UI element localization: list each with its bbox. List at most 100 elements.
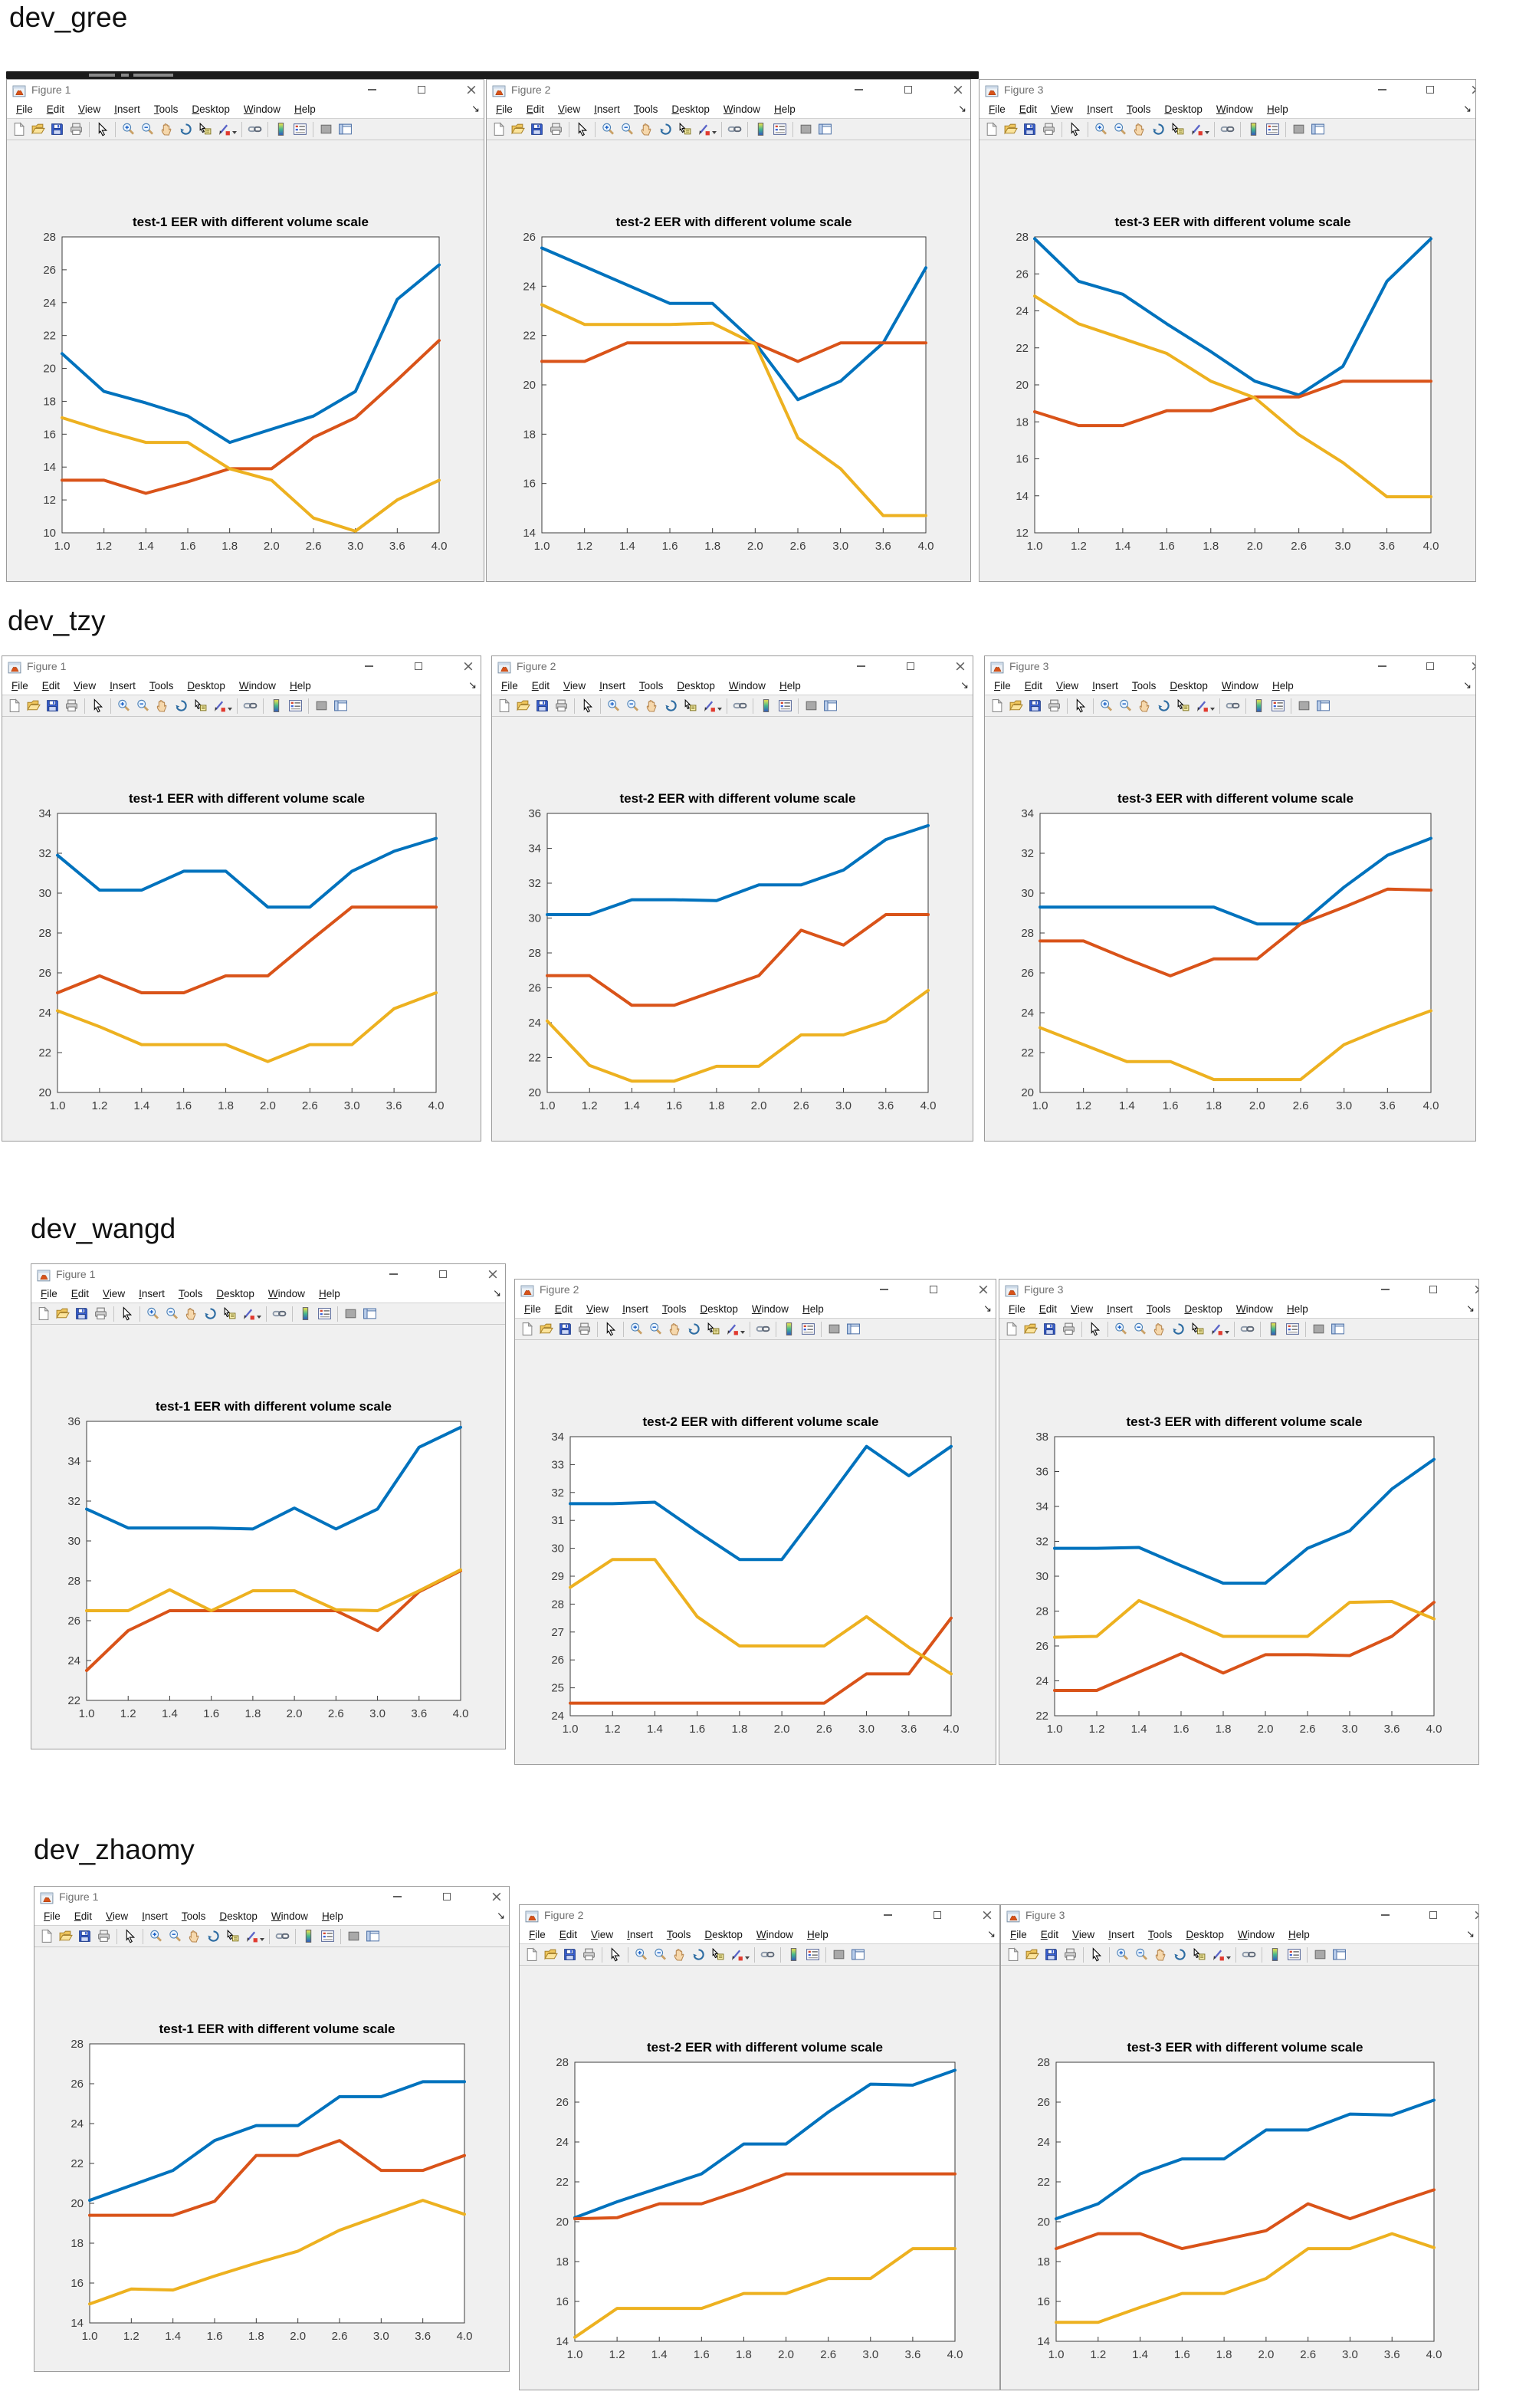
menu-tools[interactable]: Tools <box>149 679 174 692</box>
dock-figure-icon[interactable]: ↘ <box>1463 679 1472 692</box>
zoom-out-icon[interactable] <box>162 1304 182 1323</box>
show-plot-tools-icon[interactable] <box>1314 696 1333 715</box>
insert-colorbar-icon[interactable] <box>271 120 290 139</box>
new-document-icon[interactable] <box>982 120 1001 139</box>
zoom-in-icon[interactable] <box>599 120 618 139</box>
maximize-button[interactable] <box>1417 656 1443 676</box>
data-cursor-icon[interactable] <box>1190 1945 1209 1964</box>
brush-dropdown-icon[interactable] <box>257 1315 261 1319</box>
new-document-icon[interactable] <box>517 1319 537 1339</box>
cursor-icon[interactable] <box>573 120 592 139</box>
hide-plot-tools-icon[interactable] <box>1311 1945 1330 1964</box>
print-icon[interactable] <box>1039 120 1058 139</box>
menu-edit[interactable]: Edit <box>531 679 550 692</box>
maximize-button[interactable] <box>1420 1280 1446 1299</box>
save-icon[interactable] <box>72 1304 91 1323</box>
window-titlebar[interactable]: Figure 1 × <box>2 656 481 676</box>
show-plot-tools-icon[interactable] <box>821 696 840 715</box>
brush-dropdown-icon[interactable] <box>1226 1956 1231 1960</box>
print-icon[interactable] <box>67 120 86 139</box>
menu-insert[interactable]: Insert <box>110 679 136 692</box>
menu-view[interactable]: View <box>74 679 97 692</box>
cursor-icon[interactable] <box>117 1304 136 1323</box>
link-plots-icon[interactable] <box>725 120 744 139</box>
pan-hand-icon[interactable] <box>1130 120 1149 139</box>
menu-tools[interactable]: Tools <box>1126 103 1151 115</box>
new-document-icon[interactable] <box>987 696 1006 715</box>
rotate-3d-icon[interactable] <box>172 696 191 715</box>
menu-window[interactable]: Window <box>243 103 281 115</box>
menu-insert[interactable]: Insert <box>114 103 140 115</box>
dock-figure-icon[interactable]: ↘ <box>468 679 477 692</box>
zoom-in-icon[interactable] <box>1097 696 1116 715</box>
window-titlebar[interactable]: Figure 3 × <box>999 1280 1478 1299</box>
menu-tools[interactable]: Tools <box>1147 1928 1173 1940</box>
menu-insert[interactable]: Insert <box>594 103 620 115</box>
data-cursor-icon[interactable] <box>704 1319 723 1339</box>
zoom-in-icon[interactable] <box>146 1927 166 1946</box>
menu-desktop[interactable]: Desktop <box>671 103 710 115</box>
menu-insert[interactable]: Insert <box>627 1928 653 1940</box>
print-icon[interactable] <box>575 1319 594 1339</box>
pan-hand-icon[interactable] <box>157 120 176 139</box>
zoom-out-icon[interactable] <box>651 1945 670 1964</box>
menu-insert[interactable]: Insert <box>1108 1928 1134 1940</box>
menu-desktop[interactable]: Desktop <box>677 679 715 692</box>
print-icon[interactable] <box>62 696 81 715</box>
brush-dropdown-icon[interactable] <box>1210 707 1215 711</box>
data-cursor-icon[interactable] <box>1173 696 1193 715</box>
menu-window[interactable]: Window <box>756 1928 793 1940</box>
print-icon[interactable] <box>1061 1945 1080 1964</box>
show-plot-tools-icon[interactable] <box>815 120 835 139</box>
menu-help[interactable]: Help <box>1266 103 1288 115</box>
show-plot-tools-icon[interactable] <box>1328 1319 1347 1339</box>
dock-figure-icon[interactable]: ↘ <box>983 1303 992 1315</box>
zoom-in-icon[interactable] <box>114 696 133 715</box>
maximize-button[interactable] <box>897 656 924 676</box>
zoom-in-icon[interactable] <box>1111 1319 1130 1339</box>
rotate-3d-icon[interactable] <box>176 120 195 139</box>
maximize-button[interactable] <box>920 1280 947 1299</box>
minimize-button[interactable] <box>1372 1905 1398 1925</box>
zoom-in-icon[interactable] <box>632 1945 651 1964</box>
menu-help[interactable]: Help <box>1286 1303 1308 1315</box>
insert-legend-icon[interactable] <box>315 1304 334 1323</box>
cursor-icon[interactable] <box>578 696 597 715</box>
menu-desktop[interactable]: Desktop <box>1164 103 1203 115</box>
menu-insert[interactable]: Insert <box>1092 679 1118 692</box>
minimize-button[interactable] <box>845 80 871 100</box>
brush-icon[interactable] <box>242 1927 261 1946</box>
show-plot-tools-icon[interactable] <box>1330 1945 1349 1964</box>
open-file-icon[interactable] <box>1001 120 1020 139</box>
menu-edit[interactable]: Edit <box>1024 679 1043 692</box>
insert-colorbar-icon[interactable] <box>1264 1319 1283 1339</box>
brush-icon[interactable] <box>723 1319 742 1339</box>
menu-file[interactable]: File <box>496 103 513 115</box>
hide-plot-tools-icon[interactable] <box>802 696 821 715</box>
insert-legend-icon[interactable] <box>770 120 789 139</box>
pan-hand-icon[interactable] <box>1150 1319 1169 1339</box>
save-icon[interactable] <box>527 120 546 139</box>
menu-file[interactable]: File <box>524 1303 541 1315</box>
pan-hand-icon[interactable] <box>1151 1945 1170 1964</box>
zoom-out-icon[interactable] <box>646 1319 665 1339</box>
rotate-3d-icon[interactable] <box>689 1945 708 1964</box>
rotate-3d-icon[interactable] <box>201 1304 220 1323</box>
menu-desktop[interactable]: Desktop <box>1184 1303 1222 1315</box>
zoom-out-icon[interactable] <box>1116 696 1135 715</box>
open-file-icon[interactable] <box>1006 696 1025 715</box>
menu-insert[interactable]: Insert <box>1087 103 1113 115</box>
menu-tools[interactable]: Tools <box>1131 679 1157 692</box>
save-icon[interactable] <box>43 696 62 715</box>
menu-view[interactable]: View <box>591 1928 614 1940</box>
new-document-icon[interactable] <box>522 1945 541 1964</box>
pan-hand-icon[interactable] <box>185 1927 204 1946</box>
zoom-out-icon[interactable] <box>138 120 157 139</box>
menu-view[interactable]: View <box>78 103 101 115</box>
link-plots-icon[interactable] <box>753 1319 773 1339</box>
menu-desktop[interactable]: Desktop <box>216 1287 254 1299</box>
menu-file[interactable]: File <box>16 103 33 115</box>
save-icon[interactable] <box>556 1319 575 1339</box>
rotate-3d-icon[interactable] <box>1169 1319 1188 1339</box>
brush-icon[interactable] <box>215 120 234 139</box>
